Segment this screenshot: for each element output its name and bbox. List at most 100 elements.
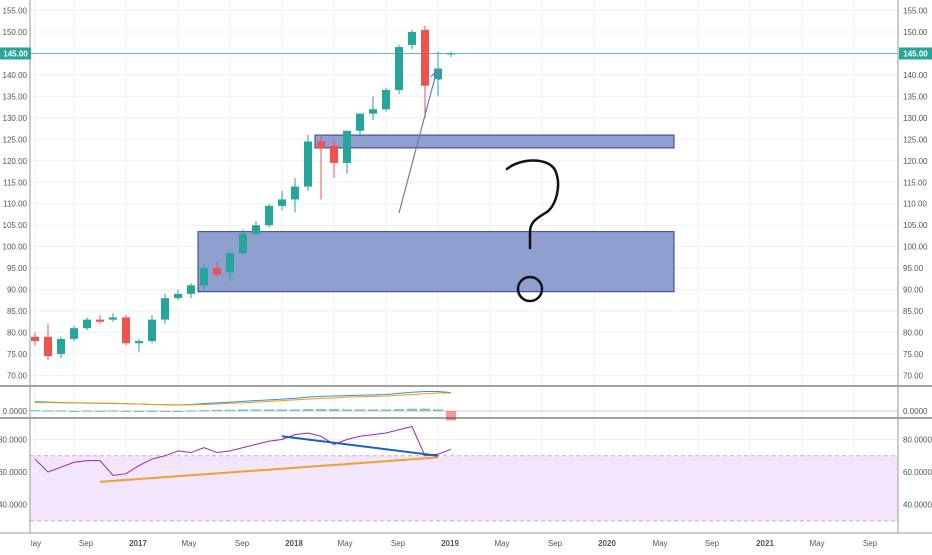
candle-body bbox=[70, 328, 78, 339]
macd-histogram-bar bbox=[381, 409, 391, 411]
left-price-tick-label: 80.00 bbox=[7, 328, 28, 337]
right-price-tick-label: 105.00 bbox=[903, 221, 928, 230]
candle-body bbox=[174, 293, 182, 299]
macd-histogram-bar bbox=[433, 409, 443, 411]
macd-histogram-bar bbox=[199, 410, 209, 412]
x-tick-label: 2018 bbox=[285, 539, 303, 548]
macd-histogram-bar bbox=[121, 410, 131, 412]
left-price-tick-label: 85.00 bbox=[7, 307, 28, 316]
candle-body bbox=[382, 89, 390, 110]
candle-body bbox=[317, 141, 325, 148]
rsi-line bbox=[34, 425, 452, 476]
left-price-tick-label: 130.00 bbox=[3, 114, 28, 123]
question-mark-dot bbox=[516, 275, 544, 303]
candle-body bbox=[161, 298, 169, 320]
candle-body bbox=[369, 109, 377, 114]
rsi-band bbox=[30, 455, 898, 521]
current-price-label-left: 145.00 bbox=[3, 50, 28, 59]
x-tick-label: Sep bbox=[705, 539, 720, 548]
left-price-tick-label: 125.00 bbox=[3, 135, 28, 144]
candle-body bbox=[122, 317, 130, 344]
candle-body bbox=[421, 29, 429, 86]
left-price-tick-label: 75.00 bbox=[7, 350, 28, 359]
right-price-tick-label: 75.00 bbox=[903, 350, 924, 359]
rsi-tick-label-right: 60.0000 bbox=[903, 468, 932, 477]
rsi-tick-label-left: 60.0000 bbox=[0, 468, 28, 477]
x-tick-label: 2020 bbox=[598, 539, 616, 548]
macd-histogram-bar bbox=[329, 409, 339, 411]
zone-rect bbox=[314, 134, 675, 149]
macd-tick-label-right: 0.0000 bbox=[903, 407, 928, 416]
arrow-head bbox=[430, 67, 440, 81]
right-price-tick-label: 95.00 bbox=[903, 264, 924, 273]
right-price-tick-label: 130.00 bbox=[903, 114, 928, 123]
left-price-tick-label: 110.00 bbox=[3, 200, 27, 209]
right-price-tick-label: 120.00 bbox=[903, 157, 928, 166]
right-price-tick-label: 155.00 bbox=[903, 7, 928, 16]
macd-panel bbox=[30, 390, 898, 421]
candle-body bbox=[278, 199, 286, 206]
macd-tick-label-left: 0.0000 bbox=[3, 407, 28, 416]
right-price-tick-label: 150.00 bbox=[903, 28, 928, 37]
candles bbox=[30, 25, 898, 361]
macd-histogram-bar bbox=[56, 410, 66, 412]
rsi-tick-label-right: 80.0000 bbox=[903, 436, 932, 445]
candle-body bbox=[31, 336, 39, 342]
right-price-tick-label: 80.00 bbox=[903, 328, 924, 337]
macd-histogram-bar bbox=[30, 410, 40, 412]
right-price-tick-label: 140.00 bbox=[903, 71, 928, 80]
candle-body bbox=[265, 205, 273, 226]
candle-body bbox=[304, 141, 312, 187]
rsi-panel bbox=[30, 425, 898, 522]
left-price-tick-label: 155.00 bbox=[3, 7, 28, 16]
macd-histogram-bar bbox=[290, 409, 300, 411]
current-price-label-right: 145.00 bbox=[903, 50, 928, 59]
left-price-tick-label: 135.00 bbox=[3, 92, 28, 101]
candle-body bbox=[291, 186, 299, 200]
x-tick-label: Sep bbox=[79, 539, 94, 548]
left-price-tick-label: 100.00 bbox=[3, 243, 28, 252]
candle-body bbox=[148, 319, 156, 342]
candle-body bbox=[252, 225, 260, 234]
rsi-tick-label-right: 40.0000 bbox=[903, 501, 932, 510]
candle-body bbox=[213, 268, 221, 275]
macd-histogram-bar bbox=[420, 408, 430, 411]
right-price-tick-label: 135.00 bbox=[903, 92, 928, 101]
current-price-badge-left bbox=[0, 47, 31, 60]
candle-body bbox=[395, 47, 403, 90]
zone-rect bbox=[197, 231, 675, 293]
left-price-tick-label: 140.00 bbox=[3, 71, 28, 80]
left-price-tick-label: 90.00 bbox=[7, 286, 28, 295]
candle-body bbox=[96, 319, 104, 322]
candle-body bbox=[57, 338, 65, 354]
rsi-tick-label-left: 40.0000 bbox=[0, 501, 28, 510]
x-tick-label: Sep bbox=[863, 539, 878, 548]
macd-histogram-bar bbox=[82, 410, 92, 412]
macd-histogram-bar bbox=[303, 409, 313, 411]
macd-histogram-bar bbox=[186, 410, 196, 412]
macd-histogram-bar bbox=[264, 409, 274, 411]
candle-body bbox=[200, 268, 208, 286]
left-price-tick-label: 120.00 bbox=[3, 157, 28, 166]
left-price-tick-label: 115.00 bbox=[3, 178, 27, 187]
x-tick-label: Sep bbox=[391, 539, 406, 548]
macd-histogram-bar bbox=[147, 410, 157, 412]
candle-body bbox=[239, 233, 247, 254]
arrow-line bbox=[398, 69, 438, 214]
candle-body bbox=[408, 32, 416, 45]
signal-line bbox=[35, 392, 451, 406]
macd-histogram-bar bbox=[69, 410, 79, 412]
candle-body bbox=[187, 285, 195, 294]
macd-histogram-bar bbox=[394, 409, 404, 411]
macd-histogram-bar bbox=[160, 410, 170, 412]
support-resistance-zones bbox=[197, 134, 675, 293]
x-tick-label: 2017 bbox=[129, 539, 147, 548]
macd-histogram-bar bbox=[43, 410, 53, 412]
macd-histogram-bar bbox=[355, 409, 365, 411]
candle-body bbox=[343, 130, 351, 163]
macd-histogram-bar bbox=[368, 409, 378, 411]
right-price-tick-label: 125.00 bbox=[903, 135, 928, 144]
left-price-tick-label: 95.00 bbox=[7, 264, 28, 273]
